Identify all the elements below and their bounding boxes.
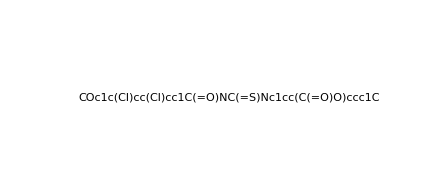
Text: COc1c(Cl)cc(Cl)cc1C(=O)NC(=S)Nc1cc(C(=O)O)ccc1C: COc1c(Cl)cc(Cl)cc1C(=O)NC(=S)Nc1cc(C(=O)… [79,93,380,103]
